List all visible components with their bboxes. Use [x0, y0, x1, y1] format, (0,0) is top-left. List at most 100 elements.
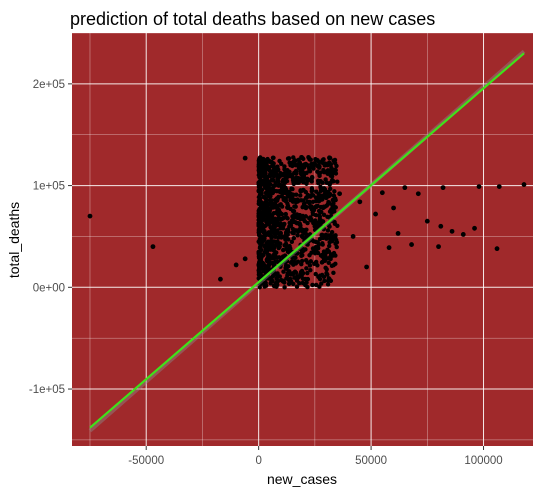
- data-point: [327, 182, 332, 187]
- data-point: [308, 267, 313, 273]
- data-point: [277, 244, 282, 249]
- data-point: [325, 168, 330, 173]
- grid-lines: [72, 32, 533, 446]
- data-point: [328, 173, 333, 178]
- data-point: [301, 217, 306, 222]
- data-point: [306, 155, 312, 160]
- data-point: [293, 168, 299, 174]
- data-point: [273, 234, 278, 240]
- data-point: [260, 260, 266, 266]
- data-point: [301, 201, 307, 207]
- data-point: [264, 201, 269, 206]
- data-point: [315, 157, 320, 163]
- data-point: [286, 229, 291, 234]
- data-point: [323, 177, 328, 182]
- data-point: [294, 278, 300, 283]
- data-point: [327, 224, 332, 229]
- data-point: [319, 232, 324, 238]
- data-point: [301, 156, 306, 162]
- data-point: [302, 228, 307, 233]
- data-point: [267, 182, 273, 187]
- data-point: [440, 185, 446, 191]
- data-point: [256, 168, 262, 173]
- data-point: [364, 264, 369, 270]
- data-point: [320, 241, 325, 246]
- data-point: [316, 246, 321, 251]
- data-point: [289, 160, 294, 166]
- data-point: [294, 284, 300, 289]
- data-point: [310, 282, 315, 288]
- data-point: [318, 188, 324, 194]
- data-point: [301, 173, 307, 178]
- data-point: [304, 266, 309, 271]
- data-point: [327, 209, 333, 214]
- data-point: [317, 236, 323, 242]
- data-point: [317, 217, 323, 222]
- data-point: [409, 242, 414, 247]
- data-point: [257, 233, 263, 239]
- data-point: [282, 164, 287, 169]
- data-point: [271, 173, 277, 179]
- data-point: [275, 228, 280, 233]
- data-point: [288, 173, 293, 179]
- data-point: [312, 218, 318, 223]
- data-point: [373, 211, 378, 217]
- data-point: [332, 221, 338, 227]
- data-point: [266, 230, 271, 235]
- data-point: [284, 190, 290, 195]
- data-point: [278, 171, 283, 176]
- data-point: [275, 210, 281, 216]
- data-point: [279, 211, 285, 217]
- data-point: [476, 184, 482, 190]
- data-point: [332, 167, 338, 172]
- data-point: [298, 188, 303, 194]
- data-point: [256, 262, 262, 267]
- data-point: [315, 250, 321, 256]
- data-point: [272, 188, 277, 193]
- data-point: [299, 258, 305, 264]
- data-point: [326, 233, 331, 238]
- data-point: [496, 184, 502, 190]
- data-point: [276, 183, 281, 188]
- data-point: [281, 247, 286, 253]
- data-point: [276, 203, 282, 208]
- data-point: [292, 178, 297, 184]
- data-point: [298, 198, 304, 203]
- data-point: [315, 178, 321, 184]
- data-point: [292, 204, 297, 209]
- data-point: [295, 233, 300, 238]
- data-point: [278, 230, 283, 236]
- data-point: [296, 227, 302, 233]
- data-point: [283, 175, 289, 180]
- data-point: [309, 164, 314, 170]
- data-point: [288, 276, 293, 282]
- data-point: [303, 205, 309, 211]
- data-point: [301, 179, 306, 185]
- data-point: [277, 158, 282, 164]
- data-point: [320, 180, 325, 185]
- data-point: [308, 259, 314, 264]
- data-point: [282, 171, 287, 176]
- data-point: [289, 191, 294, 197]
- data-point: [298, 193, 303, 198]
- data-point: [294, 192, 299, 197]
- data-point: [521, 182, 527, 187]
- data-point: [292, 212, 297, 218]
- dense-point-cloud: [256, 154, 340, 290]
- data-point: [274, 196, 280, 201]
- data-point: [305, 270, 310, 276]
- data-point: [260, 228, 266, 233]
- data-point: [269, 235, 274, 240]
- data-point: [257, 244, 263, 249]
- data-point: [333, 233, 338, 238]
- data-point: [317, 172, 322, 177]
- data-point: [316, 199, 322, 204]
- data-point: [317, 222, 323, 227]
- data-point: [333, 237, 339, 243]
- data-point: [321, 204, 326, 209]
- data-point: [271, 223, 277, 228]
- data-point: [269, 169, 275, 174]
- data-point: [271, 256, 276, 261]
- data-point: [319, 281, 324, 286]
- data-point: [331, 179, 336, 184]
